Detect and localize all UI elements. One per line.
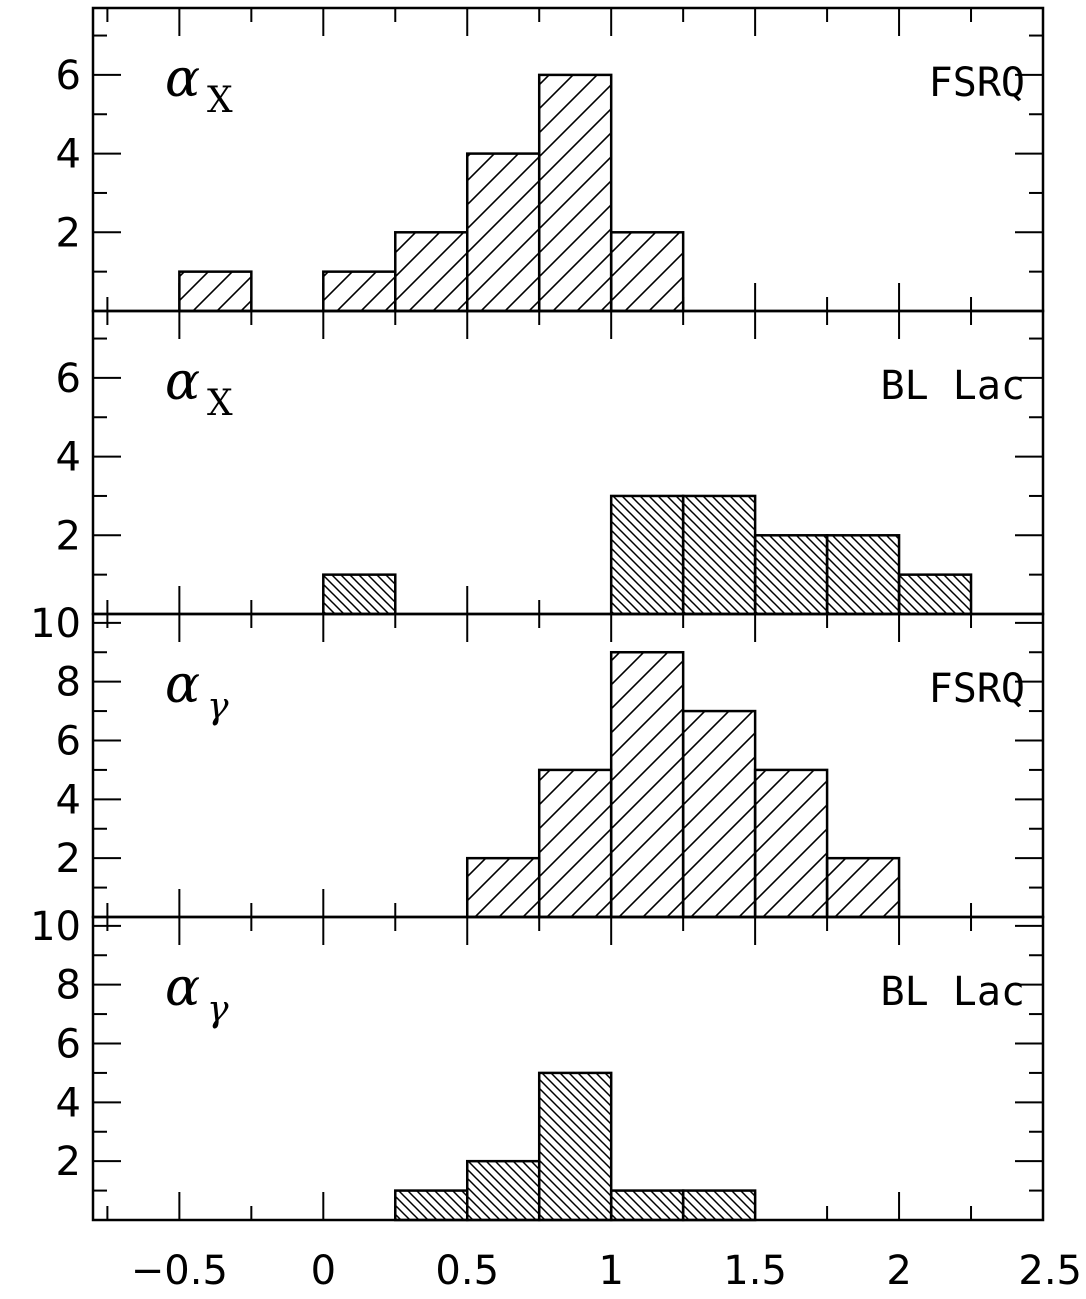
alpha-symbol: α (165, 655, 200, 715)
histogram-bar (537, 73, 613, 313)
alpha-subscript: γ (207, 989, 229, 1030)
histogram-bar (897, 573, 973, 616)
x-tick-label: 0 (311, 1248, 336, 1294)
histogram-bar (825, 856, 901, 919)
histogram-bar (753, 534, 829, 616)
y-tick-label: 8 (56, 963, 81, 1009)
histogram-bar (322, 573, 397, 616)
histogram-bar (322, 270, 397, 313)
x-tick-label: 0.5 (435, 1248, 499, 1294)
y-tick-label: 6 (56, 53, 81, 99)
y-tick-label: 2 (56, 513, 81, 559)
alpha-subscript: γ (207, 686, 229, 727)
panel-label: BL Lac (881, 969, 1026, 1015)
y-tick-label: 10 (30, 601, 81, 647)
histogram-bar (537, 768, 613, 919)
histogram-bar (537, 1071, 613, 1222)
histogram-bar (394, 1189, 469, 1222)
x-axis-tick-labels: −0.5 0 0.5 1 1.5 2 2.5 (131, 1248, 1082, 1294)
histogram-bar (609, 494, 685, 616)
x-tick-label: 1 (598, 1248, 623, 1294)
histogram-bar (465, 856, 541, 919)
y-tick-label: 6 (56, 1021, 81, 1067)
x-tick-label: 2 (886, 1248, 911, 1294)
y-tick-label: 4 (56, 435, 81, 481)
alpha-subscript: X (207, 80, 233, 121)
panel-frame (91, 915, 1045, 1222)
y-tick-label: 2 (56, 836, 81, 882)
panel-label: BL Lac (881, 363, 1026, 409)
histogram-bar (465, 152, 541, 313)
panel-4: 2 4 6 8 10 BL Lac α γ (30, 904, 1045, 1222)
y-tick-label: 4 (56, 132, 81, 178)
x-tick-label: 1.5 (723, 1248, 787, 1294)
histogram-bar (609, 231, 685, 313)
panel-2: 2 4 6 BL Lac α X (56, 309, 1045, 616)
histogram-bar (609, 1189, 685, 1222)
alpha-symbol: α (165, 49, 200, 109)
y-tick-label: 4 (56, 777, 81, 823)
histogram-bar (681, 709, 757, 919)
y-tick-label: 6 (56, 356, 81, 402)
y-tick-label: 2 (56, 1139, 81, 1185)
y-tick-label: 2 (56, 210, 81, 256)
alpha-symbol: α (165, 958, 200, 1018)
histogram-bar (681, 1189, 757, 1222)
panel-label: FSRQ (929, 666, 1025, 712)
y-tick-label: 8 (56, 660, 81, 706)
alpha-symbol: α (165, 352, 200, 412)
panel-1: 2 4 6 FSRQ α X (56, 6, 1045, 313)
histogram-bar (394, 231, 469, 313)
alpha-subscript: X (207, 383, 233, 424)
histogram-bar (465, 1159, 541, 1222)
histogram-bar (178, 270, 253, 313)
y-tick-label: 10 (30, 904, 81, 950)
panel-frame (91, 309, 1045, 616)
histogram-bar (825, 534, 901, 616)
y-tick-label: 6 (56, 718, 81, 764)
x-tick-label: 2.5 (1018, 1248, 1082, 1294)
y-tick-label: 4 (56, 1080, 81, 1126)
panel-3: 2 4 6 8 10 FSRQ α γ (30, 601, 1045, 919)
panel-label: FSRQ (929, 60, 1025, 106)
histogram-bar (609, 650, 685, 919)
histogram-bar (681, 494, 757, 616)
x-tick-label: −0.5 (131, 1248, 228, 1294)
histogram-bar (753, 768, 829, 919)
